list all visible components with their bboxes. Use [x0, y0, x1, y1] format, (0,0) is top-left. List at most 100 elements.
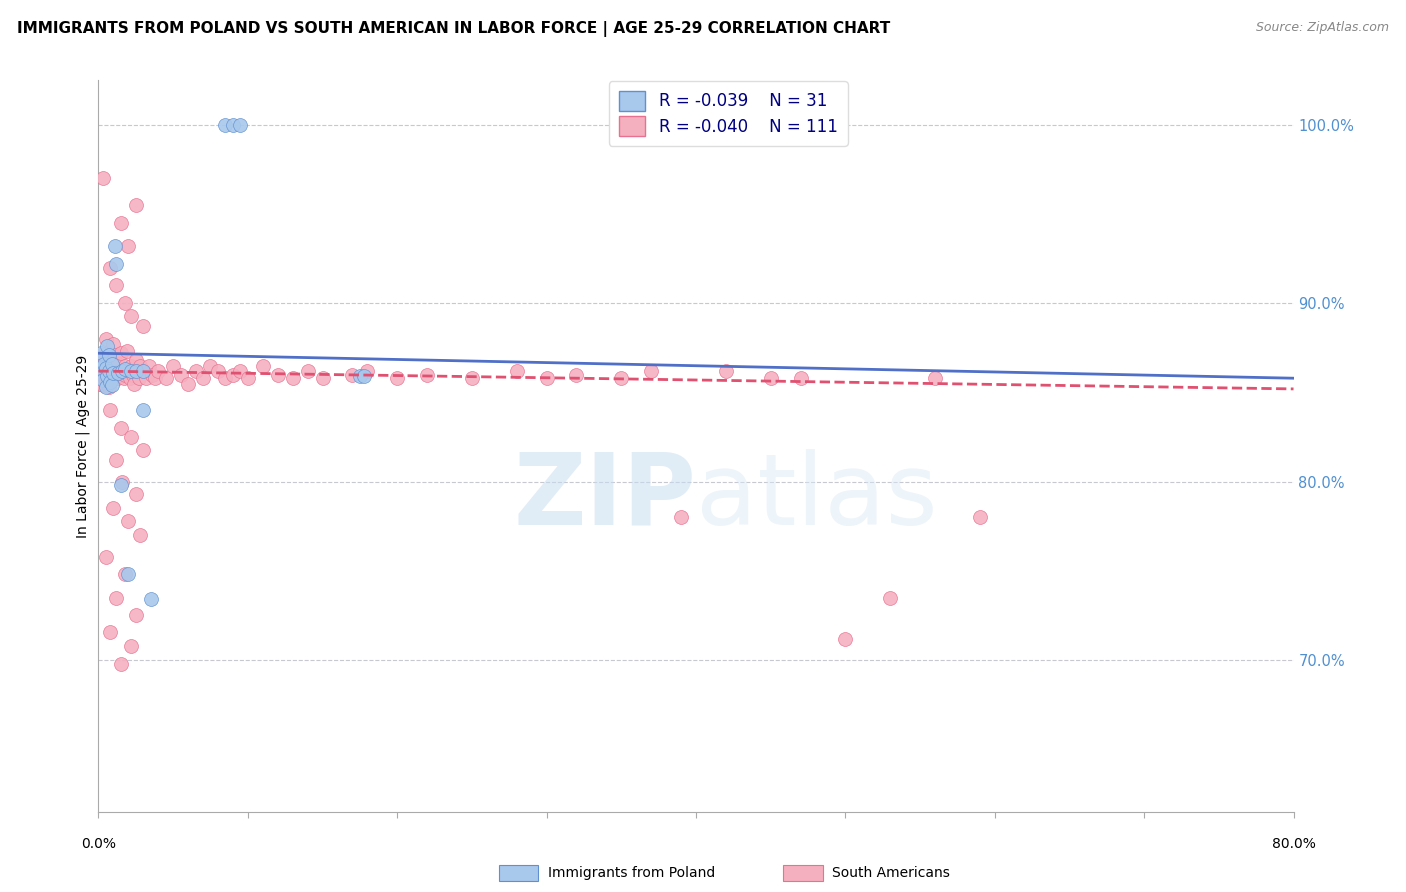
Point	[120, 309, 142, 323]
Text: 80.0%: 80.0%	[1271, 837, 1316, 851]
Point	[90, 346, 112, 360]
Point	[111, 475, 134, 489]
Point	[91, 171, 114, 186]
Point	[117, 364, 139, 378]
Point	[127, 364, 149, 378]
Point	[117, 567, 139, 582]
Point	[101, 371, 124, 385]
Y-axis label: In Labor Force | Age 25-29: In Labor Force | Age 25-29	[76, 354, 90, 538]
Point	[103, 366, 125, 380]
Point	[311, 371, 333, 385]
Point	[94, 364, 117, 378]
Point	[834, 632, 856, 646]
Point	[96, 369, 118, 384]
Point	[669, 510, 692, 524]
Point	[98, 351, 122, 366]
Point	[506, 364, 529, 378]
Point	[297, 364, 319, 378]
Text: South Americans: South Americans	[832, 866, 950, 880]
Point	[104, 348, 127, 362]
Point	[111, 364, 134, 378]
Point	[114, 359, 136, 373]
Point	[110, 657, 132, 671]
Point	[101, 362, 124, 376]
Point	[93, 359, 115, 373]
Point	[103, 364, 125, 378]
Point	[132, 364, 155, 378]
Point	[177, 376, 200, 391]
Point	[110, 346, 132, 360]
Point	[132, 319, 155, 334]
Point	[141, 368, 163, 382]
Point	[97, 364, 120, 378]
Point	[98, 403, 122, 417]
Point	[536, 371, 558, 385]
Point	[129, 528, 152, 542]
Point	[97, 369, 120, 384]
Point	[112, 371, 135, 385]
Point	[148, 364, 170, 378]
Point	[93, 350, 115, 364]
Point	[191, 371, 214, 385]
Point	[252, 359, 274, 373]
Point	[222, 368, 245, 382]
Point	[89, 364, 111, 378]
Point	[98, 624, 122, 639]
Point	[169, 368, 191, 382]
Text: ZIP: ZIP	[513, 449, 696, 546]
Point	[90, 348, 112, 362]
Point	[107, 371, 129, 385]
Point	[610, 371, 633, 385]
Point	[114, 362, 136, 376]
Point	[416, 368, 439, 382]
Point	[143, 371, 166, 385]
Point	[110, 368, 132, 382]
Point	[114, 296, 136, 310]
Point	[184, 364, 207, 378]
Point	[222, 118, 245, 132]
Point	[120, 430, 142, 444]
Point	[200, 359, 222, 373]
Point	[98, 375, 122, 389]
Point	[385, 371, 409, 385]
Point	[94, 360, 117, 375]
Point	[120, 359, 142, 373]
Point	[96, 346, 118, 360]
Legend: R = -0.039    N = 31, R = -0.040    N = 111: R = -0.039 N = 31, R = -0.040 N = 111	[609, 81, 848, 145]
Point	[104, 371, 127, 385]
Point	[101, 357, 124, 371]
Point	[97, 359, 120, 373]
Point	[138, 359, 160, 373]
Point	[111, 364, 134, 378]
Point	[640, 364, 662, 378]
Point	[105, 278, 128, 293]
Point	[98, 260, 122, 275]
Point	[103, 337, 125, 351]
Point	[91, 378, 114, 392]
Point	[342, 368, 364, 382]
Point	[114, 567, 136, 582]
Point	[110, 421, 132, 435]
Point	[125, 198, 148, 212]
Point	[236, 371, 259, 385]
Point	[353, 369, 375, 384]
Point	[117, 514, 139, 528]
Point	[121, 368, 143, 382]
Point	[110, 478, 132, 492]
Point	[214, 371, 236, 385]
Point	[96, 339, 118, 353]
Point	[105, 453, 128, 467]
Point	[94, 380, 117, 394]
Point	[91, 373, 114, 387]
Point	[115, 344, 138, 359]
Point	[90, 371, 112, 385]
Point	[97, 380, 120, 394]
Point	[125, 364, 148, 378]
Point	[281, 371, 304, 385]
Point	[120, 364, 142, 378]
Point	[207, 364, 229, 378]
Point	[110, 216, 132, 230]
Point	[94, 373, 117, 387]
Point	[107, 366, 129, 380]
Point	[162, 359, 184, 373]
